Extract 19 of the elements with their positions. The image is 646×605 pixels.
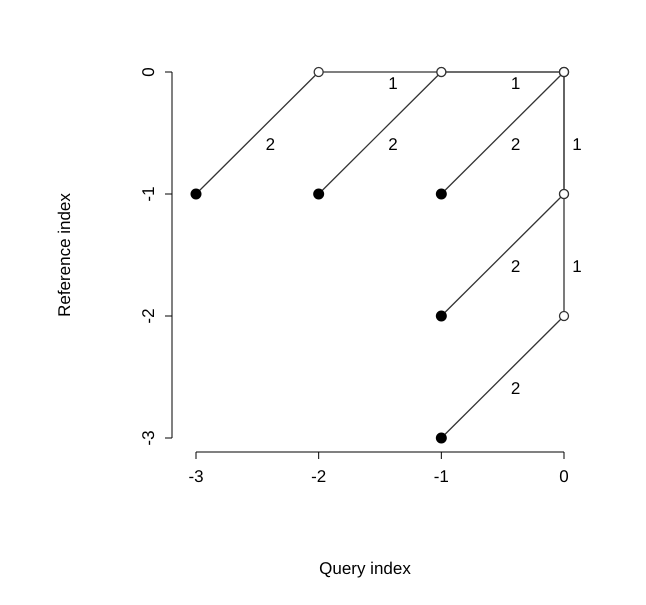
- annotation: 2: [388, 134, 398, 154]
- annotation: 2: [510, 256, 520, 276]
- annotation: 1: [572, 134, 582, 154]
- x-tick-label: 0: [559, 467, 569, 486]
- annotation: 1: [388, 74, 398, 93]
- x-tick-label: -3: [188, 467, 204, 486]
- annotation: 2: [510, 134, 520, 154]
- x-axis-title: Query index: [319, 559, 412, 578]
- y-tick-label: -1: [139, 186, 158, 202]
- y-axis-title: Reference index: [55, 192, 74, 317]
- y-tick-label: -2: [139, 308, 158, 324]
- y-tick-label: 0: [139, 67, 158, 77]
- x-tick-label: -2: [311, 467, 326, 486]
- annotation: 2: [266, 134, 276, 154]
- annotation: 2: [510, 378, 520, 398]
- annotation: 1: [510, 74, 520, 93]
- x-tick-label: -1: [434, 467, 449, 486]
- y-tick-label: -3: [139, 430, 158, 446]
- annotation: 1: [572, 256, 582, 276]
